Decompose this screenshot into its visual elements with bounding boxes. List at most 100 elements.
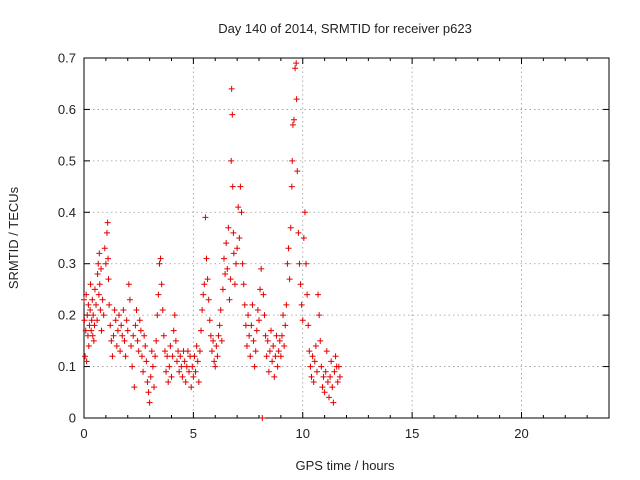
data-point xyxy=(176,368,183,375)
data-point xyxy=(225,224,232,231)
data-point xyxy=(316,312,323,319)
x-tick-labels: 0 5 10 15 20 xyxy=(80,426,528,441)
data-point xyxy=(241,301,248,308)
x-tick-label: 15 xyxy=(405,426,419,441)
x-axis-label: GPS time / hours xyxy=(296,458,395,473)
data-point xyxy=(263,353,270,360)
data-point xyxy=(121,337,128,344)
data-point xyxy=(326,394,332,401)
data-point xyxy=(228,85,235,92)
data-point xyxy=(144,379,151,385)
data-point xyxy=(89,332,96,339)
data-point xyxy=(161,348,168,355)
data-point xyxy=(168,373,175,380)
data-point xyxy=(178,363,185,370)
data-point xyxy=(320,373,327,380)
data-point xyxy=(98,327,105,334)
data-point xyxy=(85,301,92,308)
data-point xyxy=(81,317,88,324)
data-point xyxy=(119,332,126,339)
data-point xyxy=(278,332,285,339)
data-point xyxy=(222,271,229,277)
data-point xyxy=(285,245,292,252)
data-point xyxy=(211,358,218,365)
data-point xyxy=(95,260,102,267)
data-point xyxy=(87,281,94,288)
data-point xyxy=(158,281,165,288)
data-point xyxy=(293,60,300,67)
data-point xyxy=(203,255,210,262)
x-tick-label: 0 xyxy=(80,426,87,441)
data-point xyxy=(266,348,273,355)
data-point xyxy=(238,209,245,216)
data-point xyxy=(231,281,238,288)
data-point xyxy=(296,260,303,267)
data-point xyxy=(243,343,250,349)
data-point xyxy=(235,204,242,211)
data-point xyxy=(318,363,325,370)
data-point xyxy=(129,363,136,370)
data-point xyxy=(254,307,261,313)
data-point xyxy=(191,353,198,360)
data-point xyxy=(112,317,119,324)
data-point xyxy=(88,317,95,324)
data-point xyxy=(207,332,214,339)
data-point xyxy=(108,337,115,344)
data-point xyxy=(210,337,217,344)
data-point xyxy=(264,337,271,344)
data-point xyxy=(116,312,122,319)
data-point xyxy=(164,353,171,360)
data-point xyxy=(336,373,343,380)
data-point xyxy=(227,276,234,283)
data-point xyxy=(217,307,224,313)
y-tick-label: 0.5 xyxy=(58,153,76,168)
data-points xyxy=(81,60,343,421)
data-point xyxy=(148,348,155,355)
data-point xyxy=(315,291,322,298)
data-point xyxy=(276,337,283,344)
data-point xyxy=(213,343,220,349)
data-point xyxy=(334,379,341,385)
data-point xyxy=(133,307,140,313)
data-point xyxy=(233,260,240,267)
grid-lines xyxy=(84,58,609,418)
data-point xyxy=(332,353,339,360)
data-point xyxy=(138,353,145,360)
data-point xyxy=(104,219,111,226)
data-point xyxy=(87,307,94,313)
data-point xyxy=(229,111,236,118)
data-point xyxy=(142,343,149,349)
data-point xyxy=(147,373,154,380)
data-point xyxy=(184,348,191,355)
data-point xyxy=(288,183,295,190)
data-point xyxy=(111,307,118,313)
data-point xyxy=(188,384,195,391)
data-point xyxy=(94,271,101,277)
data-point xyxy=(301,209,308,216)
data-point xyxy=(143,358,150,365)
data-point xyxy=(145,389,152,396)
data-point xyxy=(208,348,215,355)
data-point xyxy=(283,301,290,308)
chart-title: Day 140 of 2014, SRMTID for receiver p62… xyxy=(218,21,472,36)
data-point xyxy=(292,65,299,72)
data-point xyxy=(101,245,108,252)
data-point xyxy=(319,384,326,391)
data-point xyxy=(256,317,262,324)
data-point xyxy=(173,358,180,365)
data-point xyxy=(83,358,90,365)
data-point xyxy=(219,286,226,293)
data-point xyxy=(128,343,135,349)
data-point xyxy=(306,348,313,355)
data-point xyxy=(294,168,301,175)
data-point xyxy=(135,348,142,355)
data-point xyxy=(324,379,331,385)
data-point xyxy=(305,322,312,329)
data-point xyxy=(307,363,314,370)
x-tick-label: 20 xyxy=(514,426,528,441)
x-tick-label: 5 xyxy=(190,426,197,441)
y-tick-label: 0.2 xyxy=(58,308,76,323)
y-tick-label: 0.3 xyxy=(58,256,76,271)
data-point xyxy=(271,373,278,380)
data-point xyxy=(289,121,296,128)
